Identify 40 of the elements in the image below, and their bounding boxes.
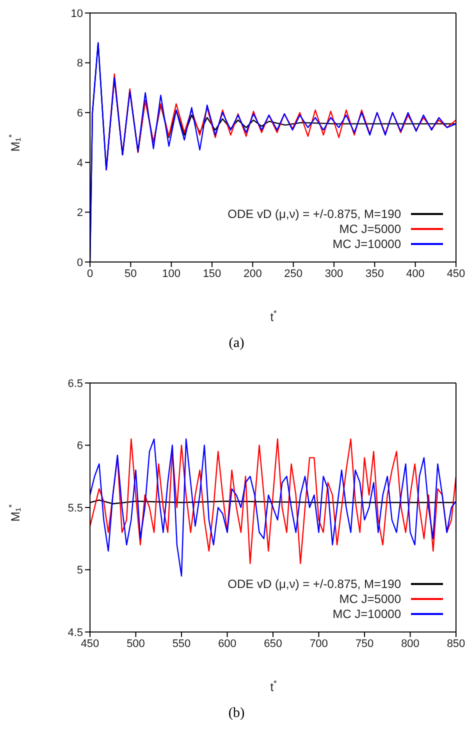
x-tick-label: 50: [124, 268, 137, 280]
x-tick-label: 400: [406, 268, 425, 280]
y-tick-label: 4.5: [68, 626, 83, 639]
x-tick-label: 300: [324, 268, 344, 280]
x-tick-label: 450: [446, 268, 466, 280]
x-tick-label: 850: [446, 638, 466, 650]
legend-label: ODE vD (μ,ν) = +/-0.875, M=190: [228, 206, 401, 220]
text: (a): [228, 336, 244, 351]
y-tick-label: 5: [76, 564, 83, 577]
y-tick-label: 6: [76, 440, 83, 452]
y-tick-label: 0: [76, 256, 83, 269]
y-tick-label: 6.5: [68, 378, 83, 390]
y-tick-label: 2: [76, 207, 83, 220]
legend-label: MC J=10000: [332, 606, 401, 620]
x-tick-label: 800: [401, 638, 420, 650]
legend-label: ODE vD (μ,ν) = +/-0.875, M=190: [228, 576, 401, 590]
x-tick-label: 0: [86, 268, 94, 280]
x-tick-label: 250: [284, 268, 303, 280]
legend-label: MC J=10000: [332, 236, 401, 250]
x-tick-label: 650: [264, 638, 282, 650]
y-tick-label: 8: [76, 58, 83, 70]
y-tick-label: 10: [70, 8, 83, 20]
x-tick-label: 500: [126, 638, 145, 650]
x-tick-label: 750: [355, 638, 374, 650]
y-tick-label: 5.5: [68, 502, 83, 514]
text: (b): [228, 706, 245, 721]
x-axis-title: t$^{*}$: [270, 678, 277, 694]
y-tick-label: 4: [76, 157, 83, 170]
x-tick-label: 700: [310, 638, 328, 650]
x-tick-label: 550: [172, 638, 191, 650]
x-tick-label: 150: [202, 268, 222, 280]
x-tick-label: 350: [365, 268, 384, 280]
x-axis-title: t$^{*}$: [270, 308, 277, 324]
x-tick-label: 100: [162, 268, 181, 280]
x-tick-label: 450: [80, 638, 100, 650]
legend-label: MC J=5000: [339, 222, 401, 236]
x-tick-label: 600: [218, 638, 236, 650]
legend-label: MC J=5000: [339, 592, 401, 606]
x-tick-label: 200: [243, 268, 262, 280]
y-tick-label: 6: [76, 108, 83, 120]
